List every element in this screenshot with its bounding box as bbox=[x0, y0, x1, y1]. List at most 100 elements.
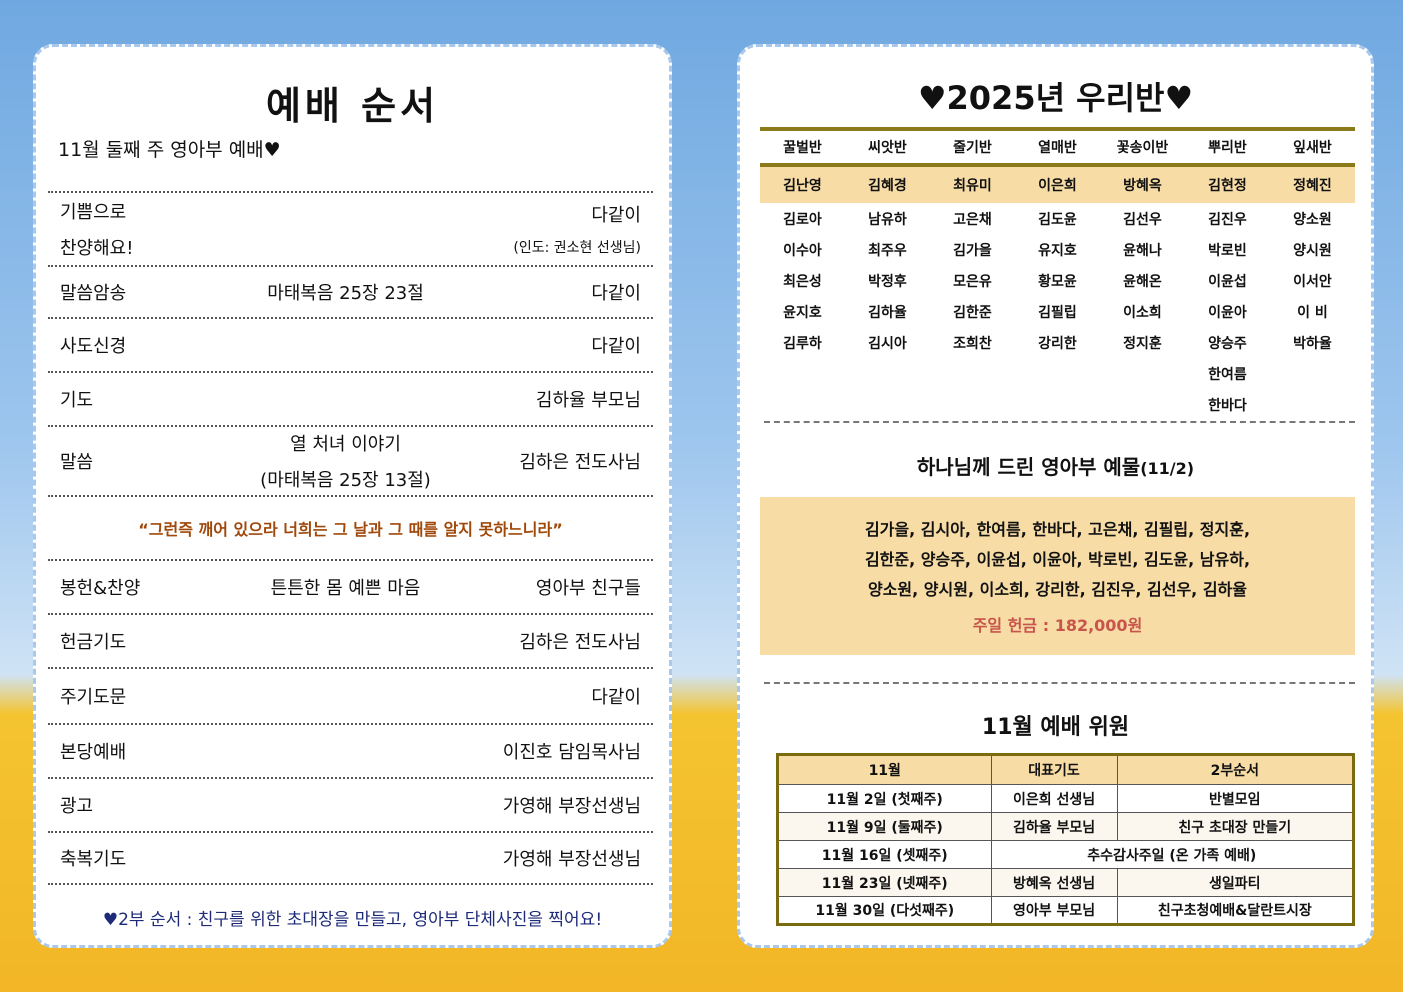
duty-cell: 반별모임 bbox=[1116, 784, 1355, 813]
order-leader: 다같이 (인도: 권소현 선생님) bbox=[513, 205, 641, 256]
student-name: 강리한 bbox=[1038, 335, 1077, 352]
order-leader: 다같이 bbox=[591, 687, 641, 708]
class-table: 꿀벌반 씨앗반 줄기반 열매반 꽃송이반 뿌리반 잎새반 김난영 김혜경 최유미 이은희 방혜옥 김현정… bbox=[760, 127, 1355, 420]
teacher-name: 김혜경 bbox=[868, 178, 907, 194]
order-row: 봉헌&찬양 튼튼한 몸 예쁜 마음 영아부 친구들 bbox=[48, 559, 653, 613]
duty-cell: 11월 23일 (넷째주) bbox=[777, 868, 992, 897]
order-label: 말씀 bbox=[60, 452, 94, 473]
student-name: 박정후 bbox=[868, 273, 907, 290]
duty-row: 11월 30일 (다섯째주) 영아부 부모님 친구초청예배&달란트시장 bbox=[777, 896, 1355, 925]
student-name: 김루하 bbox=[783, 335, 822, 352]
order-row: 말씀 열 처녀 이야기 (마태복음 25장 13절) 김하은 전도사님 bbox=[48, 425, 653, 495]
student-row: 김로아 남유하 고은채 김도윤 김선우 김진우 양소원 bbox=[760, 203, 1355, 234]
order-label: 주기도문 bbox=[60, 687, 127, 708]
order-label: 기쁨으로 찬양해요! bbox=[60, 202, 134, 259]
duty-row: 11월 16일 (셋째주) 추수감사주일 (온 가족 예배) bbox=[777, 840, 1354, 869]
header-cell: 11월 bbox=[777, 754, 992, 785]
student-name: 남유하 bbox=[868, 211, 907, 228]
student-name: 최은성 bbox=[783, 273, 822, 290]
order-label: 본당예배 bbox=[60, 742, 127, 763]
student-name: 이서안 bbox=[1293, 273, 1332, 290]
teacher-row: 김난영 김혜경 최유미 이은희 방혜옥 김현정 정혜진 bbox=[760, 167, 1355, 203]
student-name: 이윤섭 bbox=[1208, 273, 1247, 290]
duty-cell: 11월 9일 (둘째주) bbox=[777, 812, 992, 841]
order-leader: 김하은 전도사님 bbox=[519, 632, 641, 653]
order-label: 축복기도 bbox=[60, 849, 127, 870]
student-row: 최은성 박정후 모은유 황모윤 윤해온 이윤섭 이서안 bbox=[760, 265, 1355, 296]
class-name: 뿌리반 bbox=[1208, 140, 1247, 156]
offering-title: 하나님께 드린 영아부 예물(11/2) bbox=[916, 455, 1195, 479]
class-name: 꿀벌반 bbox=[783, 140, 822, 156]
duty-cell: 11월 30일 (다섯째주) bbox=[777, 896, 992, 925]
order-leader: 김하율 부모님 bbox=[535, 390, 641, 411]
student-name: 황모윤 bbox=[1038, 273, 1077, 290]
order-row: 기도 김하율 부모님 bbox=[48, 371, 653, 425]
order-leader: 다같이 bbox=[591, 283, 641, 304]
student-row: 한여름 bbox=[760, 358, 1355, 389]
class-name: 씨앗반 bbox=[868, 140, 907, 156]
order-content: 마태복음 25장 23절 bbox=[267, 283, 424, 304]
order-leader: 가영해 부장선생님 bbox=[502, 849, 641, 870]
order-row: 주기도문 다같이 bbox=[48, 667, 653, 723]
duty-cell: 11월 16일 (셋째주) bbox=[777, 840, 992, 869]
order-label: 기도 bbox=[60, 390, 94, 411]
order-row: 헌금기도 김하은 전도사님 bbox=[48, 613, 653, 667]
student-name: 한여름 bbox=[1208, 366, 1247, 383]
student-name: 김도윤 bbox=[1038, 211, 1077, 228]
duty-cell: 김하율 부모님 bbox=[990, 812, 1118, 841]
order-row: 축복기도 가영해 부장선생님 bbox=[48, 831, 653, 883]
student-name: 최주우 bbox=[868, 242, 907, 259]
student-name: 이 비 bbox=[1297, 304, 1328, 321]
duty-row: 11월 23일 (넷째주) 방혜옥 선생님 생일파티 bbox=[777, 868, 1355, 897]
class-name: 꽃송이반 bbox=[1116, 140, 1169, 156]
student-name: 박로빈 bbox=[1208, 242, 1247, 259]
student-name: 윤해온 bbox=[1123, 273, 1162, 290]
duty-cell: 추수감사주일 (온 가족 예배) bbox=[990, 840, 1354, 869]
student-row: 이수아 최주우 김가을 유지호 윤해나 박로빈 양시원 bbox=[760, 234, 1355, 265]
student-name: 유지호 bbox=[1038, 242, 1077, 259]
duty-cell: 이은희 선생님 bbox=[990, 784, 1118, 813]
offering-box: 김가을, 김시아, 한여름, 한바다, 고은채, 김필립, 정지훈, 김한준, … bbox=[760, 497, 1355, 655]
order-label: 사도신경 bbox=[60, 336, 127, 357]
order-row: 광고 가영해 부장선생님 bbox=[48, 777, 653, 831]
duty-cell: 친구초청예배&달란트시장 bbox=[1116, 896, 1355, 925]
order-leader: 다같이 bbox=[591, 336, 641, 357]
student-row: 김루하 김시아 조희찬 강리한 정지훈 양승주 박하율 bbox=[760, 327, 1355, 358]
student-name: 윤해나 bbox=[1123, 242, 1162, 259]
duty-cell: 영아부 부모님 bbox=[990, 896, 1118, 925]
teacher-name: 방혜옥 bbox=[1123, 178, 1162, 194]
teacher-name: 정혜진 bbox=[1293, 178, 1332, 194]
offering-amount: 주일 헌금 : 182,000원 bbox=[972, 616, 1143, 635]
header-cell: 2부순서 bbox=[1116, 754, 1355, 785]
duty-row: 11월 2일 (첫째주) 이은희 선생님 반별모임 bbox=[777, 784, 1355, 813]
bible-quote: “그런즉 깨어 있으라 너희는 그 날과 그 때를 알지 못하느니라” bbox=[48, 495, 653, 559]
order-leader: 영아부 친구들 bbox=[535, 578, 641, 599]
order-row: 사도신경 다같이 bbox=[48, 317, 653, 371]
order-label: 광고 bbox=[60, 796, 94, 817]
order-leader: 김하은 전도사님 bbox=[519, 452, 641, 473]
class-header-row: 꿀벌반 씨앗반 줄기반 열매반 꽃송이반 뿌리반 잎새반 bbox=[760, 127, 1355, 167]
worship-order-panel: 예배 순서 11월 둘째 주 영아부 예배♥ 기쁨으로 찬양해요! 다같이 (인도: … bbox=[33, 44, 672, 948]
student-name: 이소희 bbox=[1123, 304, 1162, 321]
student-name: 김가을 bbox=[953, 242, 992, 259]
header-cell: 대표기도 bbox=[990, 754, 1118, 785]
duty-row: 11월 9일 (둘째주) 김하율 부모님 친구 초대장 만들기 bbox=[777, 812, 1355, 841]
teacher-name: 이은희 bbox=[1038, 178, 1077, 194]
duty-title: 11월 예배 위원 bbox=[981, 715, 1130, 740]
teacher-name: 김현정 bbox=[1208, 178, 1247, 194]
student-name: 한바다 bbox=[1208, 397, 1247, 414]
student-name: 김하율 bbox=[868, 304, 907, 321]
duty-cell: 생일파티 bbox=[1116, 868, 1355, 897]
student-name: 김필립 bbox=[1038, 304, 1077, 321]
student-name: 김로아 bbox=[783, 211, 822, 228]
student-name: 양시원 bbox=[1293, 242, 1332, 259]
duty-cell: 11월 2일 (첫째주) bbox=[777, 784, 992, 813]
divider bbox=[48, 883, 653, 885]
subtitle: 11월 둘째 주 영아부 예배♥ bbox=[58, 139, 281, 161]
student-name: 윤지호 bbox=[783, 304, 822, 321]
student-name: 조희찬 bbox=[953, 335, 992, 352]
order-row: 말씀암송 마태복음 25장 23절 다같이 bbox=[48, 265, 653, 317]
teacher-name: 김난영 bbox=[783, 178, 822, 194]
student-name: 김진우 bbox=[1208, 211, 1247, 228]
order-content: 튼튼한 몸 예쁜 마음 bbox=[270, 578, 421, 599]
